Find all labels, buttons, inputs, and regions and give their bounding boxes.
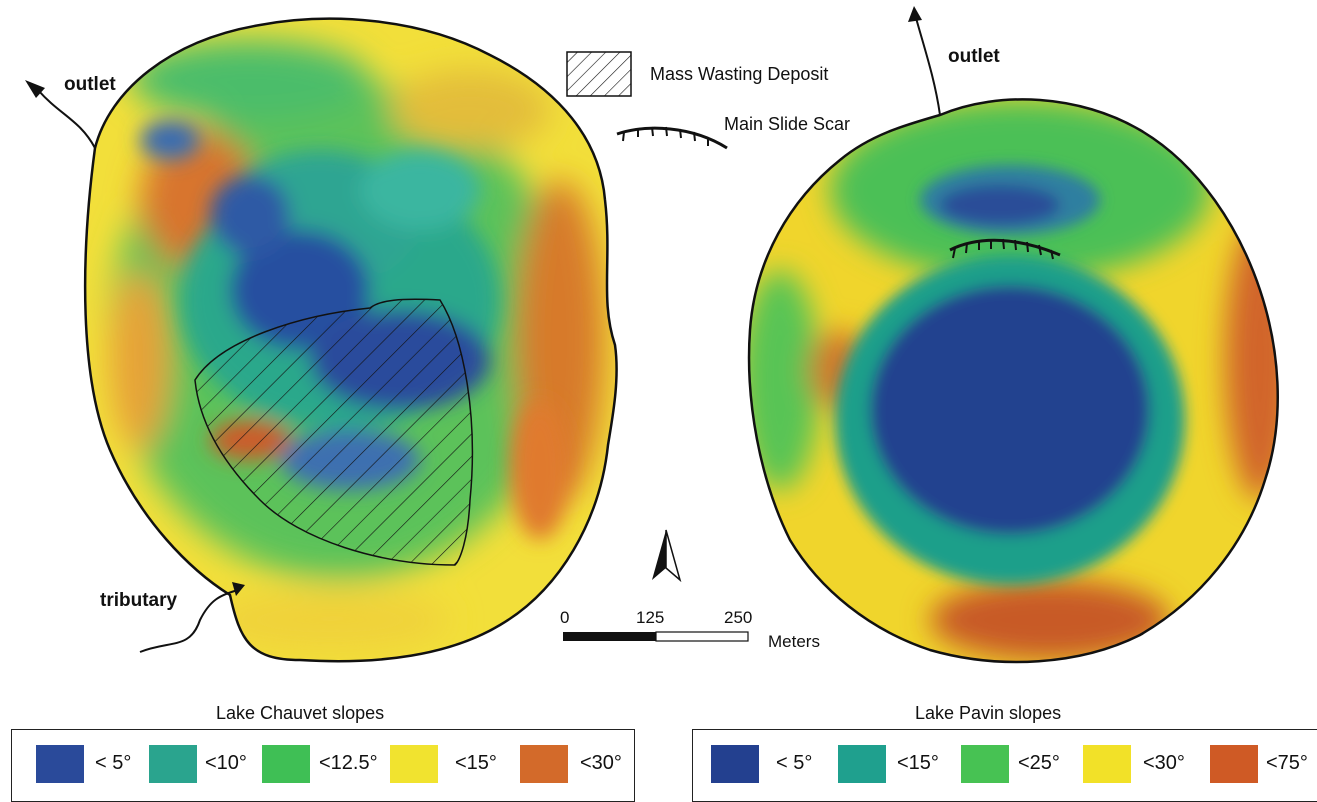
scale-tick-125: 125 xyxy=(636,608,665,627)
chauvet-shoreline xyxy=(83,17,618,663)
legend-swatch xyxy=(961,745,1009,783)
slide-scar-ticks xyxy=(952,238,1054,260)
legend-label: <75° xyxy=(1266,752,1308,774)
mass-wasting-deposit-area xyxy=(194,298,474,566)
legend-label: <15° xyxy=(897,752,939,774)
scale-tick-250: 250 xyxy=(724,608,753,627)
legend-swatch xyxy=(390,745,438,783)
north-arrow-icon xyxy=(652,529,682,582)
tributary-label: tributary xyxy=(100,590,178,611)
outlet-arrow-left xyxy=(37,89,96,149)
arrowhead-icon xyxy=(232,582,245,596)
legend-swatch xyxy=(149,745,197,783)
legend-label: < 5° xyxy=(95,752,132,774)
legend-swatch xyxy=(838,745,886,783)
legend-swatch xyxy=(711,745,759,783)
legend-swatch xyxy=(36,745,84,783)
legend-title-pavin: Lake Pavin slopes xyxy=(915,703,1062,723)
legend-label: <25° xyxy=(1018,752,1060,774)
arrowhead-icon xyxy=(25,80,45,98)
legend-label: <10° xyxy=(205,752,247,774)
legend-label: <30° xyxy=(1143,752,1185,774)
slide-scar-key-label: Main Slide Scar xyxy=(724,114,851,134)
legend-swatch xyxy=(520,745,568,783)
scale-unit: Meters xyxy=(768,632,820,651)
legend-label: <12.5° xyxy=(319,752,378,774)
legend-label: <15° xyxy=(455,752,497,774)
outlet-label-left: outlet xyxy=(64,74,116,95)
legend-swatch xyxy=(262,745,310,783)
legend-chauvet: < 5° <10° <12.5° <15° <30° xyxy=(11,729,635,802)
outlet-label-right: outlet xyxy=(948,46,1000,67)
pavin-slide-scar xyxy=(949,238,1061,257)
legend-label: <30° xyxy=(580,752,622,774)
outlet-arrow-right xyxy=(915,17,941,116)
pavin-shoreline xyxy=(747,98,1279,664)
chauvet-map xyxy=(25,17,618,663)
legend-swatch xyxy=(1083,745,1131,783)
legend-title-chauvet: Lake Chauvet slopes xyxy=(216,703,385,723)
tributary-arrow xyxy=(139,589,239,653)
pavin-slope-raster xyxy=(749,99,1278,662)
scale-tick-0: 0 xyxy=(560,608,570,627)
legend-label: < 5° xyxy=(776,752,813,774)
mass-wasting-key-swatch xyxy=(566,51,632,97)
pavin-map xyxy=(747,6,1279,664)
scale-bar xyxy=(563,631,749,642)
slide-scar-key-symbol xyxy=(616,126,728,150)
mass-wasting-key-label: Mass Wasting Deposit xyxy=(650,64,829,84)
legend-swatch xyxy=(1210,745,1258,783)
arrowhead-icon xyxy=(908,6,922,22)
legend-pavin: < 5° <15° <25° <30° <75° xyxy=(692,729,1317,802)
